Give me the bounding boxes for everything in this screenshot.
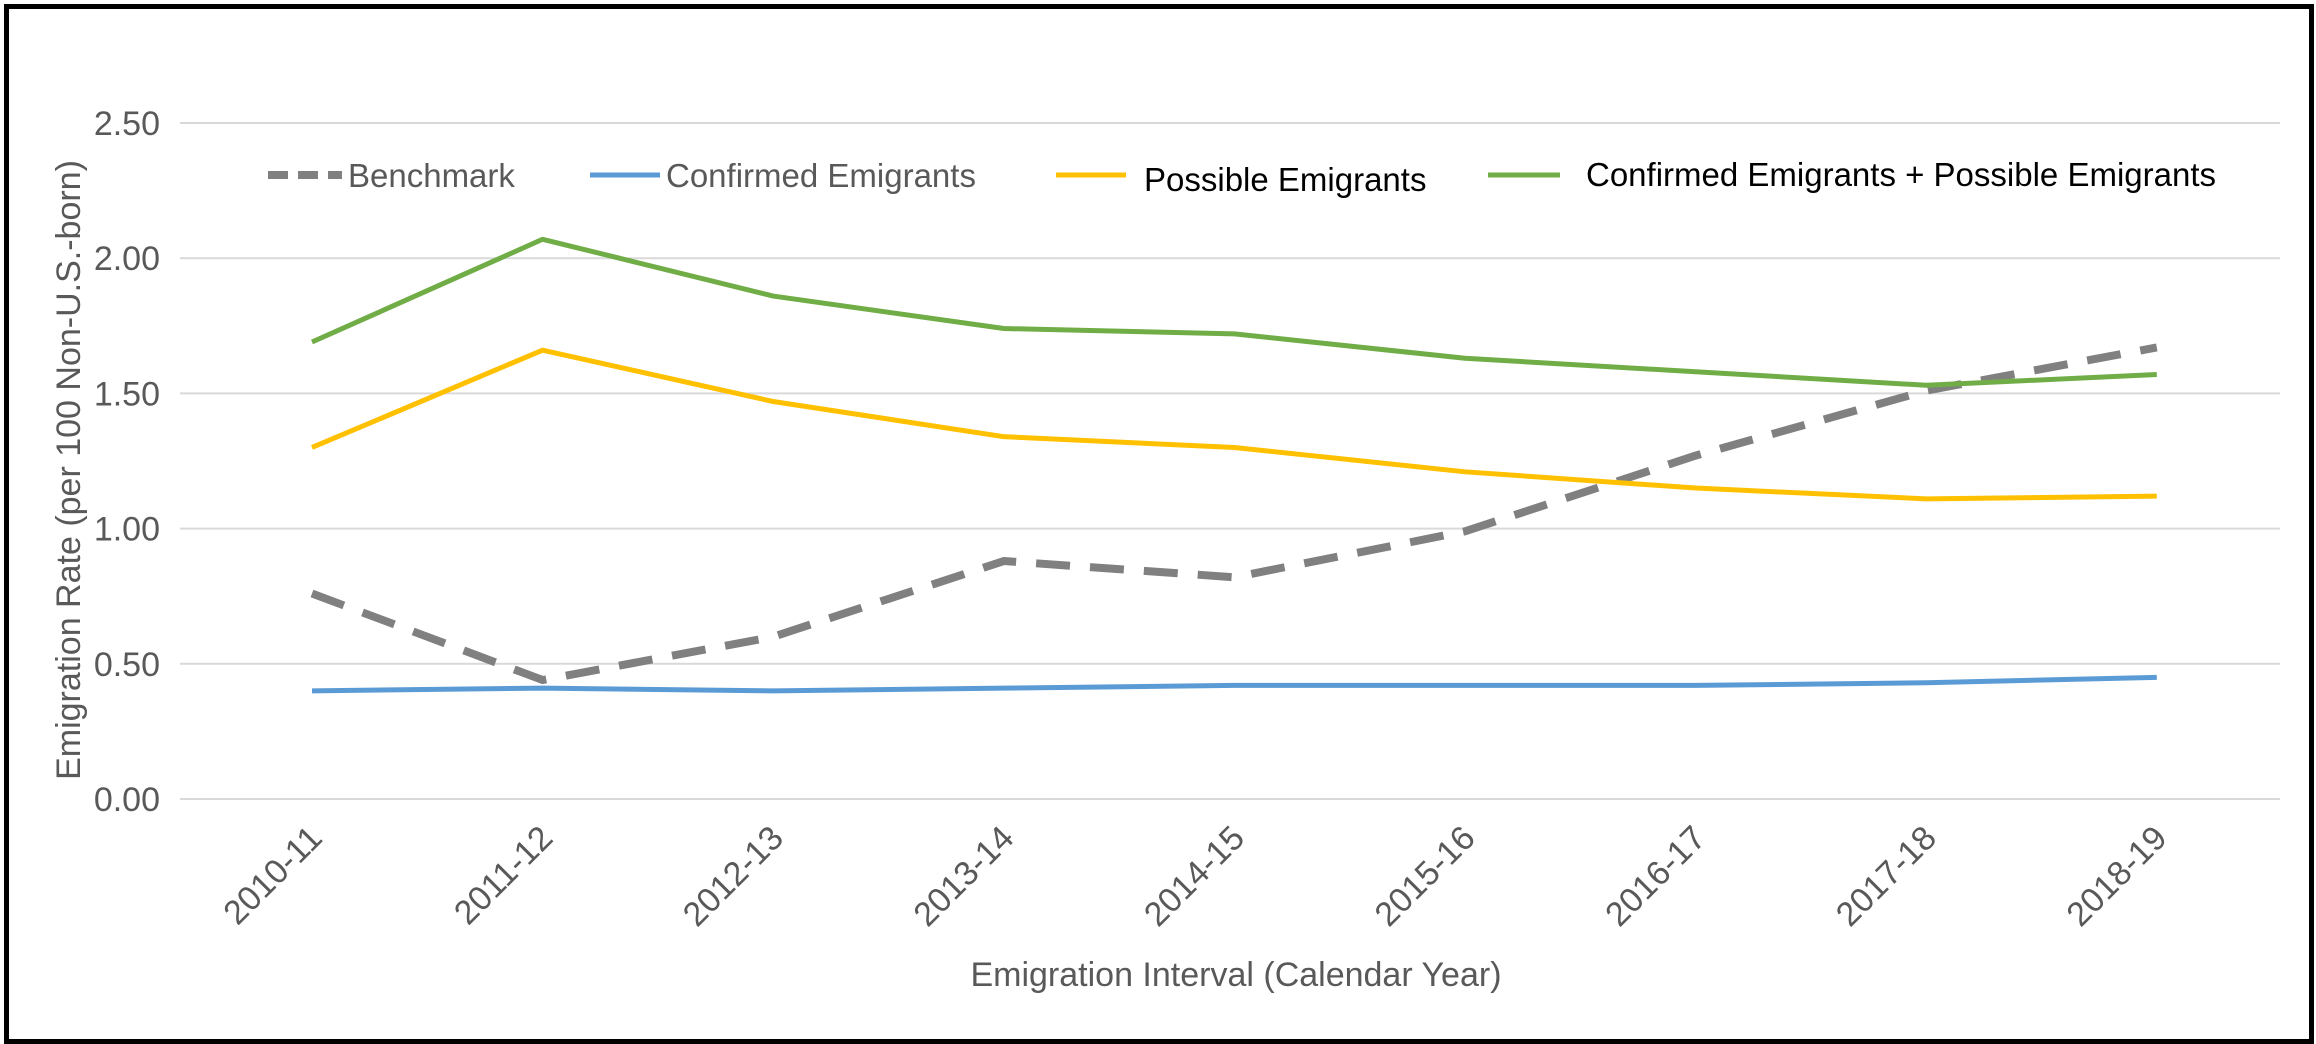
x-tick-label: 2013-14	[906, 819, 1021, 934]
legend-label-3: Confirmed Emigrants + Possible Emigrants	[1586, 156, 2216, 193]
x-tick-label: 2011-12	[447, 819, 560, 932]
legend-label-1: Confirmed Emigrants	[666, 157, 976, 194]
y-tick-label: 0.00	[94, 781, 160, 819]
x-tick-label: 2010-11	[216, 819, 329, 932]
series-line-2	[311, 347, 2157, 502]
y-tick-label: 0.50	[94, 646, 160, 684]
series-line-0	[310, 343, 2158, 685]
x-tick-label: 2016-17	[1598, 819, 1713, 934]
x-tick-label: 2012-13	[676, 819, 791, 934]
x-tick-label: 2014-15	[1137, 819, 1252, 934]
series-line-3	[310, 236, 2157, 388]
y-tick-label: 1.50	[94, 375, 160, 413]
y-tick-label: 2.50	[94, 105, 160, 143]
legend-label-0: Benchmark	[348, 157, 515, 194]
x-tick-label: 2017-18	[1829, 819, 1944, 934]
x-tick-label: 2015-16	[1368, 819, 1483, 934]
legend-label-2: Possible Emigrants	[1144, 161, 1426, 198]
y-axis-title: Emigration Rate (per 100 Non-U.S.-born)	[50, 160, 88, 780]
y-tick-label: 2.00	[94, 240, 160, 278]
chart-frame	[4, 4, 2314, 1044]
series-line-1	[311, 674, 2157, 694]
x-axis-title: Emigration Interval (Calendar Year)	[970, 956, 1501, 994]
x-tick-label: 2018-19	[2059, 819, 2174, 934]
y-tick-label: 1.00	[94, 511, 160, 549]
